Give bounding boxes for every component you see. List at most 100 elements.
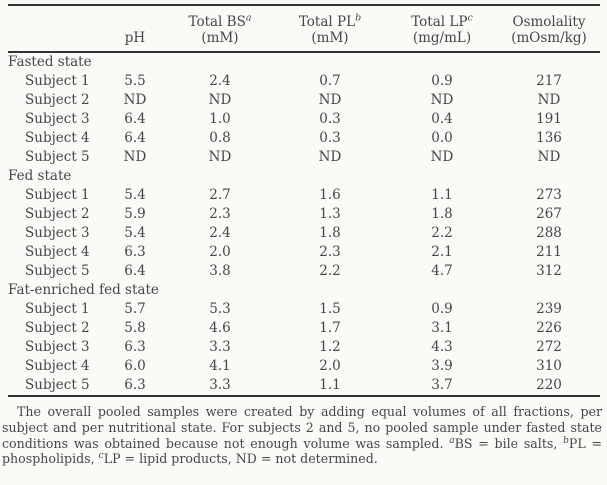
cell-value: 267 [536, 206, 562, 222]
section-row: Fed state [8, 167, 600, 186]
table-row: Subject 3 6.4 1.0 0.3 0.4 191 [8, 110, 600, 129]
table-row: Subject 3 5.4 2.4 1.8 2.2 288 [8, 224, 600, 243]
row-label: Subject 1 [25, 301, 90, 317]
cell-value: 288 [536, 225, 562, 241]
cell-value: 1.5 [319, 301, 341, 317]
section-row: Fat-enriched fed state [8, 281, 600, 300]
cell-value: 3.3 [209, 377, 231, 393]
cell-value: 1.8 [431, 206, 453, 222]
cell-value: 6.3 [124, 377, 146, 393]
column-header-total-bs: Total BSa (mM) [166, 5, 274, 53]
column-unit: (mOsm/kg) [511, 30, 587, 46]
cell-value: 1.2 [319, 339, 341, 355]
column-header-total-pl: Total PLb (mM) [274, 5, 386, 53]
cell-value: 4.7 [431, 263, 453, 279]
column-label: Total BS [188, 14, 246, 30]
table-row: Subject 4 6.3 2.0 2.3 2.1 211 [8, 243, 600, 262]
table-row: Subject 2 ND ND ND ND ND [8, 91, 600, 110]
cell-value: 5.5 [124, 73, 146, 89]
cell-value: 2.0 [319, 358, 341, 374]
cell-value: ND [208, 149, 232, 165]
cell-value: ND [430, 149, 454, 165]
footnote-superscript: c [98, 451, 104, 462]
cell-value: 310 [536, 358, 562, 374]
column-unit: (mg/mL) [412, 30, 472, 46]
footnote-superscript: a [449, 435, 455, 446]
corner-cell [8, 5, 104, 53]
cell-value: ND [123, 92, 147, 108]
cell-value: 2.7 [209, 187, 231, 203]
cell-value: 2.2 [431, 225, 453, 241]
cell-value: 5.9 [124, 206, 146, 222]
cell-value: 239 [536, 301, 562, 317]
superscript-b: b [355, 12, 362, 24]
header-row: pH Total BSa (mM) Total PLb (mM) Total L… [8, 5, 600, 53]
cell-value: 1.6 [319, 187, 341, 203]
cell-value: 2.4 [209, 225, 231, 241]
row-label: Subject 3 [25, 111, 90, 127]
row-label: Subject 2 [25, 206, 90, 222]
cell-value: 0.9 [431, 73, 453, 89]
cell-value: 2.1 [431, 244, 453, 260]
cell-value: 6.0 [124, 358, 146, 374]
cell-value: 273 [536, 187, 562, 203]
cell-value: 0.0 [431, 130, 453, 146]
superscript-c: c [467, 12, 473, 24]
cell-value: 6.3 [124, 339, 146, 355]
cell-value: 0.9 [431, 301, 453, 317]
row-label: Subject 4 [25, 244, 90, 260]
table-row: Subject 5 6.4 3.8 2.2 4.7 312 [8, 262, 600, 281]
cell-value: 0.8 [209, 130, 231, 146]
cell-value: 0.7 [319, 73, 341, 89]
cell-value: 312 [536, 263, 562, 279]
cell-value: 1.1 [319, 377, 341, 393]
footnote-text: BS = bile salts, [454, 435, 564, 451]
column-header-total-lp: Total LPc (mg/mL) [386, 5, 498, 53]
cell-value: 5.8 [124, 320, 146, 336]
table-row: Subject 5 6.3 3.3 1.1 3.7 220 [8, 376, 600, 396]
column-label: pH [124, 30, 146, 46]
footnote-text: LP = lipid products, ND = not determined… [103, 451, 378, 467]
row-label: Subject 1 [25, 73, 90, 89]
cell-value: 226 [536, 320, 562, 336]
section-label: Fat-enriched fed state [8, 282, 159, 298]
column-unit: (mM) [311, 30, 349, 46]
footnote-text: PL = phospholipids, [2, 435, 602, 467]
cell-value: 5.4 [124, 225, 146, 241]
superscript-a: a [245, 12, 252, 24]
cell-value: ND [318, 92, 342, 108]
cell-value: 3.3 [209, 339, 231, 355]
cell-value: 220 [536, 377, 562, 393]
section-label: Fed state [8, 168, 72, 184]
cell-value: 6.4 [124, 130, 146, 146]
table-body: Fasted state Subject 1 5.5 2.4 0.7 0.9 217 Subj… [8, 52, 600, 396]
row-label: Subject 5 [25, 377, 90, 393]
footnote: The overall pooled samples were created … [2, 404, 602, 467]
cell-value: 4.3 [431, 339, 453, 355]
column-header-ph: pH [104, 5, 166, 53]
table-row: Subject 5 ND ND ND ND ND [8, 148, 600, 167]
cell-value: 217 [536, 73, 562, 89]
row-label: Subject 3 [25, 339, 90, 355]
column-label: Total LP [411, 14, 468, 30]
row-label: Subject 4 [25, 130, 90, 146]
table-row: Subject 4 6.4 0.8 0.3 0.0 136 [8, 129, 600, 148]
cell-value: 2.3 [319, 244, 341, 260]
cell-value: 0.3 [319, 111, 341, 127]
cell-value: 272 [536, 339, 562, 355]
row-label: Subject 3 [25, 225, 90, 241]
column-unit: (mM) [201, 30, 239, 46]
cell-value: 136 [536, 130, 562, 146]
row-label: Subject 5 [25, 263, 90, 279]
row-label: Subject 4 [25, 358, 90, 374]
table-header: pH Total BSa (mM) Total PLb (mM) Total L… [8, 5, 600, 53]
cell-value: ND [537, 149, 561, 165]
cell-value: 3.8 [209, 263, 231, 279]
cell-value: 2.3 [209, 206, 231, 222]
cell-value: 3.9 [431, 358, 453, 374]
cell-value: ND [430, 92, 454, 108]
cell-value: 3.1 [431, 320, 453, 336]
cell-value: 6.4 [124, 263, 146, 279]
cell-value: ND [123, 149, 147, 165]
